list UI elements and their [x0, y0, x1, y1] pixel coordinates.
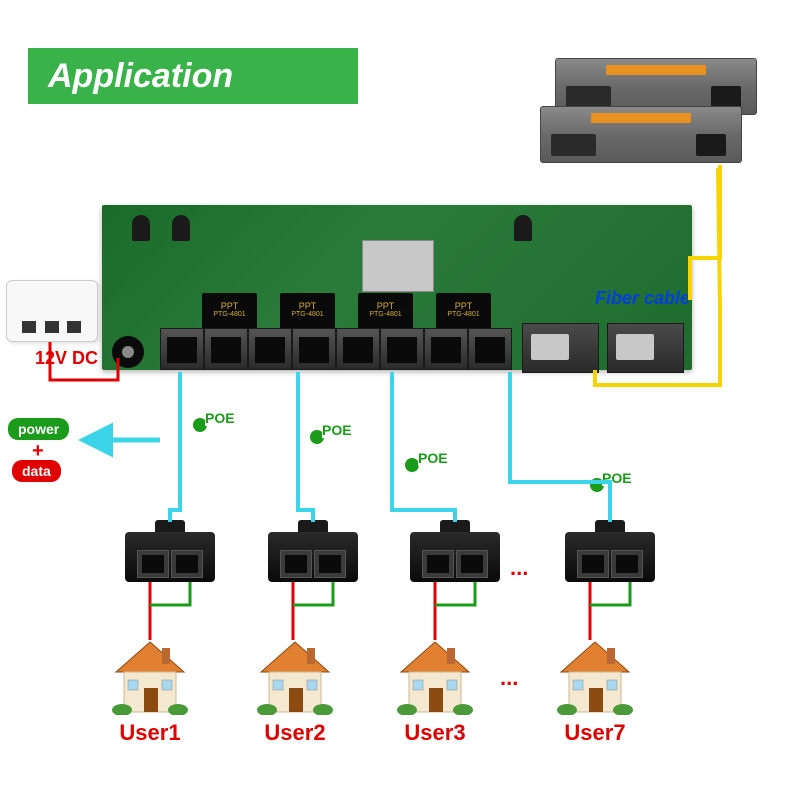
title-bar: Application [28, 48, 358, 104]
pcb-transformer: PPTPTG-4801 [202, 293, 257, 331]
rj45-splitter [125, 520, 215, 582]
user-label: User3 [385, 720, 485, 746]
rj45-port [204, 328, 248, 370]
rj45-port [292, 328, 336, 370]
ellipsis: ... [500, 665, 518, 691]
poe-label: POE [205, 410, 235, 426]
rj45-splitter [268, 520, 358, 582]
pcb-capacitor [514, 215, 532, 241]
user-label: User2 [245, 720, 345, 746]
house-icon [110, 640, 190, 715]
pcb-transformer: PPTPTG-4801 [358, 293, 413, 331]
rj45-splitter [565, 520, 655, 582]
house-icon [555, 640, 635, 715]
media-converter-stack [540, 58, 755, 168]
rj45-splitter [410, 520, 500, 582]
rj45-port [160, 328, 204, 370]
rj45-port [380, 328, 424, 370]
pcb-transformer: PPTPTG-4801 [280, 293, 335, 331]
label-fiber-cable: Fiber cable [595, 288, 690, 309]
onu-power-supply [6, 280, 98, 342]
rj45-port [468, 328, 512, 370]
pcb-capacitor [172, 215, 190, 241]
rj45-port [248, 328, 292, 370]
poe-label: POE [418, 450, 448, 466]
ellipsis: ... [510, 555, 528, 581]
dc-jack [112, 336, 144, 368]
title-text: Application [48, 57, 233, 96]
sfp-slot [607, 323, 684, 373]
user-label: User7 [545, 720, 645, 746]
label-12vdc: 12V DC [35, 348, 98, 369]
house-icon [395, 640, 475, 715]
poe-label: POE [602, 470, 632, 486]
pcb-capacitor [132, 215, 150, 241]
rj45-port [336, 328, 380, 370]
rj45-port [424, 328, 468, 370]
poe-label: POE [322, 422, 352, 438]
sfp-slot [522, 323, 599, 373]
poe-dot [405, 458, 419, 472]
user-label: User1 [100, 720, 200, 746]
house-icon [255, 640, 335, 715]
badge-power: power [8, 418, 69, 440]
media-converter-front [540, 106, 742, 163]
pcb-main-chip [362, 240, 434, 292]
badge-data: data [12, 460, 61, 482]
pcb-transformer: PPTPTG-4801 [436, 293, 491, 331]
